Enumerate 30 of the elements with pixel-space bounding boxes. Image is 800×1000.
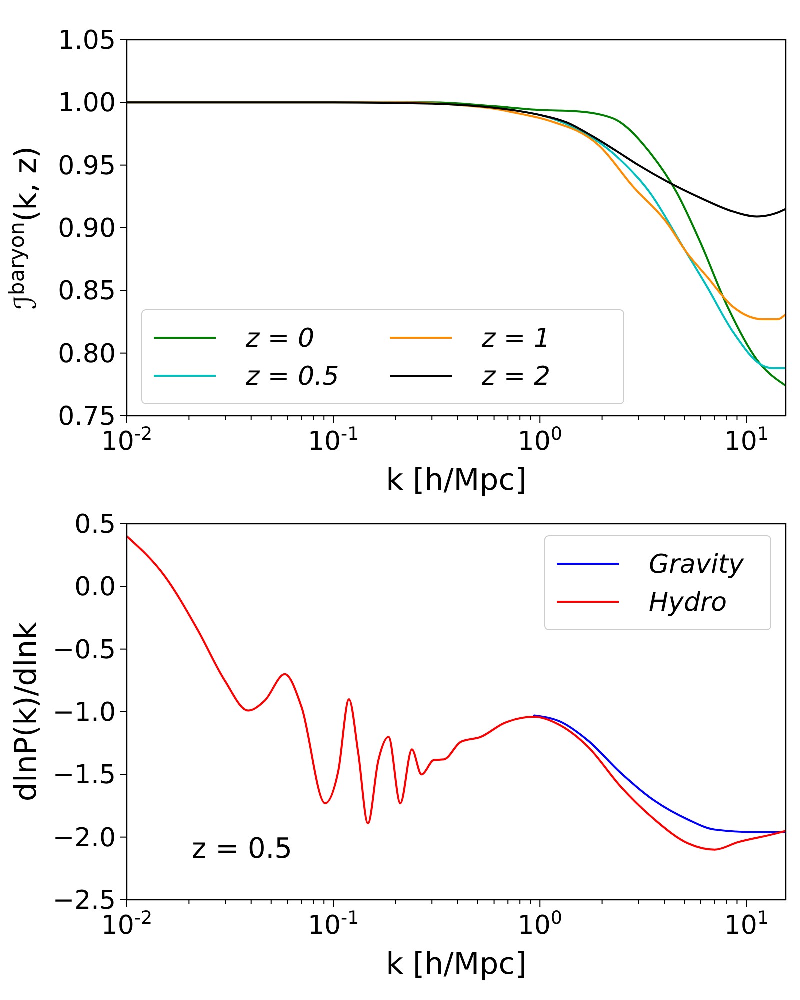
y-tick-label: 0.85 (58, 276, 116, 307)
y-tick-label: −2.0 (52, 823, 116, 854)
annotation: z = 0.5 (192, 832, 292, 865)
x-axis-title: k [h/Mpc] (386, 463, 527, 498)
y-tick-label: −2.5 (52, 886, 116, 916)
legend-label: z = 0 (245, 324, 315, 354)
x-tick-label: 10$^{0}$ (518, 908, 562, 941)
y-tick-label: −1.5 (52, 760, 116, 791)
y-tick-label: −1.0 (52, 698, 116, 728)
y-axis-title: dlnP(k)/dlnk (9, 622, 44, 802)
y-tick-label: 0.95 (58, 151, 116, 182)
legend-label: z = 2 (481, 362, 551, 392)
legend-label: z = 0.5 (245, 362, 340, 392)
legend-label: z = 1 (481, 324, 551, 354)
y-tick-label: 0.75 (58, 402, 116, 432)
y-tick-label: 0.90 (58, 214, 116, 244)
x-tick-label: 10$^{1}$ (724, 424, 770, 457)
x-tick-label: 10$^{1}$ (724, 908, 770, 941)
x-tick-label: 10$^{0}$ (518, 424, 562, 457)
y-tick-label: 1.00 (58, 88, 116, 119)
x-axis-title: k [h/Mpc] (386, 947, 527, 982)
y-tick-label: −0.5 (52, 635, 116, 666)
y-tick-label: 0.0 (74, 572, 116, 603)
y-tick-label: 0.80 (58, 339, 116, 370)
legend-label: Gravity (649, 550, 745, 580)
y-tick-label: 0.5 (74, 510, 116, 540)
legend-label: Hydro (649, 588, 728, 618)
x-tick-label: 10$^{-1}$ (308, 424, 360, 457)
y-tick-label: 1.05 (58, 26, 116, 56)
x-tick-label: 10$^{-1}$ (308, 908, 360, 941)
